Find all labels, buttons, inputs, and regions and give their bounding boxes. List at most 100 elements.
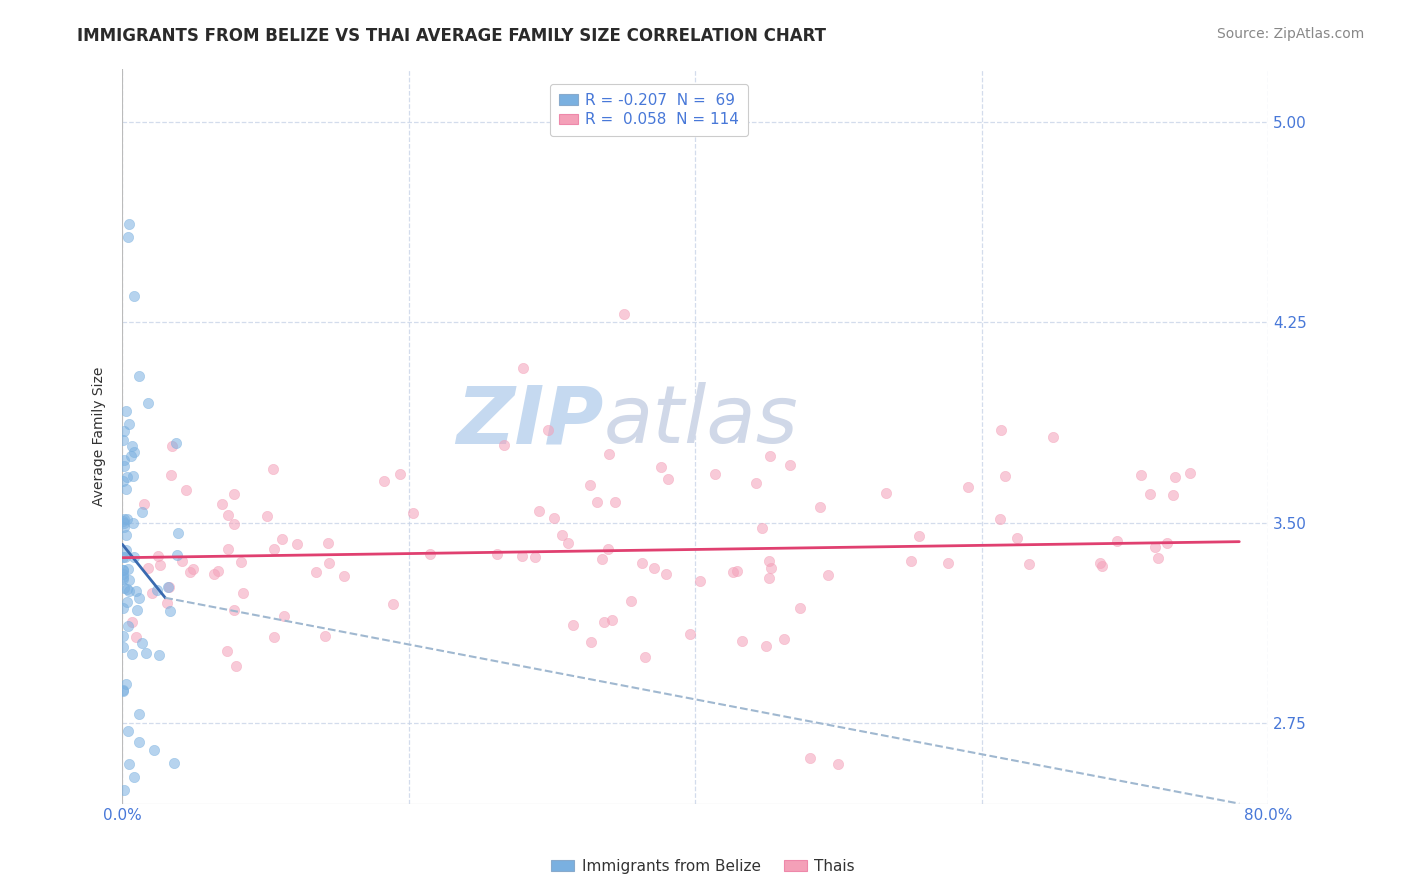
Point [631,557,654,571]
Point [993,468,1015,483]
Point [908,529,931,543]
Point [285,537,308,551]
Point [402,506,425,520]
Point [382,597,405,611]
Point [217,542,239,557]
Point [527,504,550,518]
Point [179,565,201,579]
Point [759,449,782,463]
Point [755,639,778,653]
Point [112,452,135,467]
Point [956,480,979,494]
Point [593,615,616,629]
Point [592,552,614,566]
Point [1090,558,1112,573]
Point [222,603,245,617]
Point [1018,557,1040,571]
Point [136,561,159,575]
Point [115,470,138,484]
Point [207,564,229,578]
Point [118,217,141,231]
Point [148,549,170,563]
Point [419,547,441,561]
Point [172,554,194,568]
Point [165,436,187,450]
Point [389,467,412,481]
Point [112,601,135,615]
Point [808,500,831,514]
Point [1156,536,1178,550]
Point [332,569,354,583]
Point [131,636,153,650]
Point [141,586,163,600]
Point [758,554,780,568]
Point [112,581,135,595]
Point [721,565,744,579]
Point [758,571,780,585]
Point [145,582,167,597]
Point [117,724,139,739]
Point [586,495,609,509]
Point [111,682,134,697]
Point [492,437,515,451]
Point [827,756,849,771]
Point [1178,466,1201,480]
Point [679,627,702,641]
Point [114,549,136,564]
Point [160,439,183,453]
Point [122,445,145,459]
Point [118,584,141,599]
Point [136,395,159,409]
Point [232,585,254,599]
Point [537,423,560,437]
Point [117,573,139,587]
Point [112,512,135,526]
Point [512,360,534,375]
Point [142,743,165,757]
Point [650,459,672,474]
Text: Source: ZipAtlas.com: Source: ZipAtlas.com [1216,27,1364,41]
Point [730,634,752,648]
Point [256,509,278,524]
Point [1144,540,1167,554]
Point [166,548,188,562]
Point [222,517,245,532]
Point [725,564,748,578]
Point [121,439,143,453]
Point [655,567,678,582]
Point [148,648,170,663]
Point [112,474,135,488]
Point [270,532,292,546]
Point [523,549,546,564]
Point [543,511,565,525]
Point [990,512,1012,526]
Point [111,514,134,528]
Point [128,707,150,722]
Point [112,425,135,439]
Point [134,497,156,511]
Point [125,603,148,617]
Point [128,368,150,383]
Legend: R = -0.207  N =  69, R =  0.058  N = 114: R = -0.207 N = 69, R = 0.058 N = 114 [550,84,748,136]
Point [111,433,134,447]
Point [125,583,148,598]
Point [112,519,135,533]
Point [689,574,711,588]
Point [225,659,247,673]
Point [633,650,655,665]
Point [581,635,603,649]
Point [222,487,245,501]
Point [789,601,811,615]
Point [115,482,138,496]
Point [114,783,136,797]
Point [1161,488,1184,502]
Point [120,449,142,463]
Point [112,458,135,473]
Point [112,640,135,655]
Point [1042,430,1064,444]
Point [114,677,136,691]
Text: atlas: atlas [603,383,799,460]
Point [114,528,136,542]
Point [704,467,727,481]
Point [128,591,150,605]
